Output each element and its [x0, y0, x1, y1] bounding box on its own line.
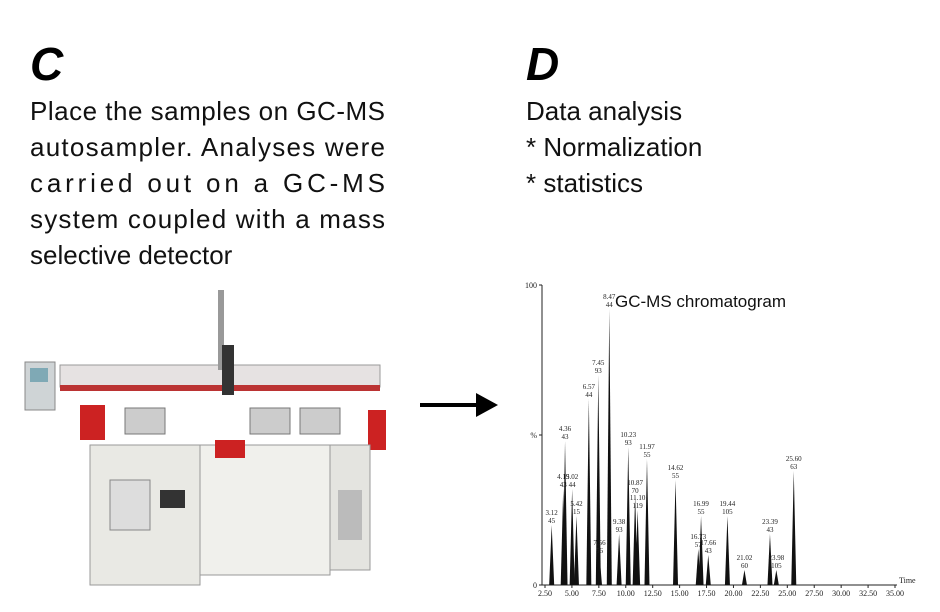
peak-ion-label: 43 — [562, 433, 570, 441]
x-tick-label: 30.00 — [832, 589, 850, 598]
peak-time-label: 16.73 — [690, 533, 706, 541]
peak-time-label: 6.57 — [583, 383, 596, 391]
peak-ion-label: 43 — [560, 481, 568, 489]
peak-ion-label: 55 — [643, 451, 651, 459]
peak — [644, 459, 650, 585]
peak-time-label: 7.45 — [592, 359, 605, 367]
chromatogram: 0% 100 2.50 5.00 7.50 10.00 12.50 15.00 17.50 20.… — [525, 281, 916, 598]
peak — [549, 525, 555, 585]
y-tick-label: 100 — [525, 281, 537, 290]
peak-ion-label: 93 — [616, 526, 624, 534]
x-tick-label: 7.50 — [592, 589, 606, 598]
peak-time-label: 23.98 — [768, 554, 784, 562]
y-tick-label: 0 — [533, 581, 537, 590]
panel-c-text: Place the samples on GC-MS — [30, 96, 385, 126]
panel-c-text: selective detector — [30, 240, 233, 270]
peak-time-label: 25.60 — [786, 455, 802, 463]
x-tick-label: 27.50 — [805, 589, 823, 598]
peak-ion-label: 56 — [596, 547, 604, 555]
peak-ion-label: 119 — [632, 502, 643, 510]
peak-time-label: 14.62 — [668, 464, 684, 472]
peak-time-label: 16.99 — [693, 500, 709, 508]
peak — [606, 309, 612, 585]
peak-ion-label: 44 — [585, 391, 593, 399]
peak-time-label: 5.02 — [566, 473, 579, 481]
peak — [635, 510, 641, 585]
chart-title: GC-MS chromatogram — [615, 292, 786, 311]
panel-c-text: system coupled with a mass — [30, 204, 385, 234]
peak — [562, 441, 568, 585]
panel-c-text: carried out on a GC-MS — [30, 168, 385, 198]
peak-ion-label: 55 — [698, 508, 706, 516]
peak-time-label: 11.10 — [630, 494, 646, 502]
panel-c-text: autosampler. Analyses were — [30, 132, 385, 162]
peak-time-label: 3.12 — [546, 509, 559, 517]
panel-d-text: * Normalization — [526, 132, 702, 162]
peak-time-label: 21.02 — [737, 554, 753, 562]
peak-time-label: 5.42 — [570, 500, 583, 508]
peak — [741, 570, 747, 585]
peak — [595, 375, 601, 585]
x-tick-label: 17.50 — [698, 589, 716, 598]
x-tick-label: 12.50 — [644, 589, 662, 598]
peak-time-label: 17.66 — [700, 539, 716, 547]
peak — [625, 447, 631, 585]
peak-time-label: 10.23 — [620, 431, 636, 439]
peak — [698, 516, 704, 585]
peak — [767, 534, 773, 585]
x-tick-label: 20.00 — [724, 589, 742, 598]
x-tick-label: 10.00 — [617, 589, 635, 598]
panel-d-label: D — [526, 38, 559, 90]
peak-time-label: 7.56 — [593, 539, 606, 547]
peak — [586, 399, 592, 585]
peak — [596, 555, 602, 585]
peak — [791, 471, 797, 585]
peak — [573, 516, 579, 585]
x-tick-label: 2.50 — [538, 589, 552, 598]
x-tick-label: 32.50 — [859, 589, 877, 598]
x-tick-label: 15.00 — [671, 589, 689, 598]
x-tick-label: 5.00 — [565, 589, 579, 598]
panel-d-text: Data analysis — [526, 96, 682, 126]
peak — [724, 516, 730, 585]
peak — [773, 570, 779, 585]
peak-ion-label: 43 — [705, 547, 713, 555]
peak-ion-label: 105 — [722, 508, 733, 516]
peak-ion-label: 45 — [548, 517, 556, 525]
peak-ion-label: 93 — [595, 367, 603, 375]
peak — [705, 555, 711, 585]
peak-time-label: 8.47 — [603, 293, 616, 301]
peak-ion-label: 57 — [695, 541, 703, 549]
peak-time-label: 23.39 — [762, 518, 778, 526]
peak-ion-label: 105 — [771, 562, 782, 570]
peak-ion-label: 43 — [766, 526, 774, 534]
x-tick-label: 22.50 — [751, 589, 769, 598]
peak-ion-label: 63 — [790, 463, 798, 471]
instrument-photo — [24, 290, 386, 586]
peak — [569, 489, 575, 585]
peak-time-label: 4.19 — [557, 473, 570, 481]
peak — [673, 480, 679, 585]
peak-ion-label: 93 — [625, 439, 633, 447]
peak-ion-label: 70 — [632, 487, 640, 495]
panel-c-label: C — [30, 38, 64, 90]
x-tick-label: 35.00 — [886, 589, 904, 598]
arrow — [420, 393, 498, 417]
peak-ion-label: 15 — [573, 508, 581, 516]
peak-time-label: 11.97 — [639, 443, 655, 451]
x-tick-label: 25.00 — [778, 589, 796, 598]
peak-time-label: 19.44 — [720, 500, 736, 508]
peak-ion-label: 44 — [606, 301, 614, 309]
peak-ion-label: 60 — [741, 562, 749, 570]
peak-time-label: 4.36 — [559, 425, 572, 433]
x-axis-label: Time — [899, 576, 916, 585]
peak-ion-label: 44 — [569, 481, 577, 489]
y-tick-label: % — [530, 431, 537, 440]
panel-d-text: * statistics — [526, 168, 643, 198]
peak-ion-label: 55 — [672, 472, 680, 480]
peak-time-label: 9.38 — [613, 518, 626, 526]
peak-time-label: 10.87 — [627, 479, 643, 487]
peak — [616, 534, 622, 585]
